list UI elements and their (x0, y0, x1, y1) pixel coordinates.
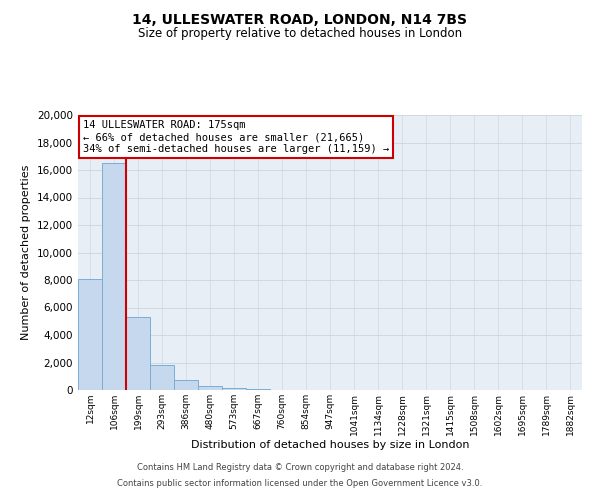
Y-axis label: Number of detached properties: Number of detached properties (22, 165, 31, 340)
Bar (198, 386, 222, 390)
X-axis label: Distribution of detached houses by size in London: Distribution of detached houses by size … (191, 440, 469, 450)
Bar (222, 388, 246, 390)
Bar (126, 317, 150, 390)
Text: Size of property relative to detached houses in London: Size of property relative to detached ho… (138, 28, 462, 40)
Text: 14 ULLESWATER ROAD: 175sqm
← 66% of detached houses are smaller (21,665)
34% of : 14 ULLESWATER ROAD: 175sqm ← 66% of deta… (83, 120, 389, 154)
Bar (174, 380, 198, 390)
Bar (150, 365, 174, 390)
Text: 14, ULLESWATER ROAD, LONDON, N14 7BS: 14, ULLESWATER ROAD, LONDON, N14 7BS (133, 12, 467, 26)
Text: Contains public sector information licensed under the Open Government Licence v3: Contains public sector information licen… (118, 478, 482, 488)
Bar (246, 388, 270, 390)
Bar (78, 278, 102, 390)
Text: Contains HM Land Registry data © Crown copyright and database right 2024.: Contains HM Land Registry data © Crown c… (137, 464, 463, 472)
Bar (102, 163, 126, 390)
